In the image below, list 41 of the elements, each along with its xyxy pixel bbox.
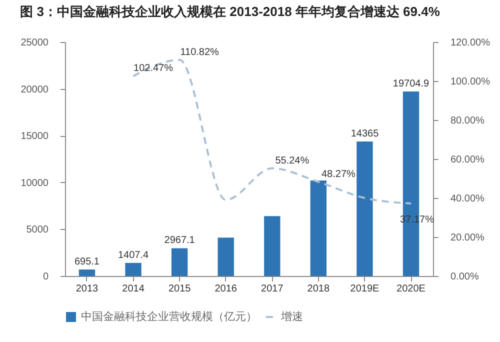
- y2-tick-label: 20.00%: [450, 232, 485, 244]
- x-tick-label: 2016: [214, 284, 238, 294]
- x-tick-label: 2014: [122, 284, 145, 294]
- legend-label: 中国金融科技企业营收规模（亿元）: [81, 310, 257, 323]
- x-tick-label: 2020E: [396, 284, 426, 294]
- bar: [264, 216, 280, 276]
- data-label: 102.47%: [134, 63, 174, 74]
- data-label: 695.1: [74, 256, 100, 268]
- data-label: 48.27%: [321, 168, 356, 180]
- y-tick-label: 5000: [26, 224, 49, 236]
- bar: [356, 142, 373, 276]
- y2-tick-label: 0.00%: [450, 272, 479, 282]
- bar: [125, 262, 142, 276]
- legend-label: 增速: [280, 310, 303, 323]
- bar: [171, 248, 188, 276]
- data-label: 1407.4: [118, 250, 150, 261]
- data-label: 55.24%: [275, 155, 310, 166]
- y-tick-label: 0: [42, 272, 49, 282]
- chart-title: 图 3：中国金融科技企业收入规模在 2013-2018 年年均复合增速达 69.4%: [20, 4, 440, 19]
- data-label: 110.82%: [180, 46, 220, 58]
- bar: [78, 269, 96, 276]
- x-tick-label: 2015: [168, 284, 192, 294]
- y-tick-label: 15000: [20, 131, 49, 142]
- y2-tick-label: 40.00%: [450, 194, 485, 204]
- y2-tick-label: 60.00%: [450, 154, 485, 166]
- x-tick-label: 2013: [76, 284, 99, 294]
- y2-tick-label: 100.00%: [450, 76, 490, 88]
- bar: [218, 238, 234, 276]
- x-tick-label: 2019E: [350, 284, 380, 294]
- y-tick-label: 10000: [20, 178, 49, 189]
- y-tick-label: 20000: [20, 84, 49, 96]
- data-label: 19704.9: [392, 78, 430, 90]
- y2-tick-label: 80.00%: [450, 116, 485, 126]
- data-label: 2967.1: [164, 235, 196, 246]
- y-tick-label: 25000: [20, 38, 49, 48]
- x-tick-label: 2017: [261, 284, 284, 294]
- y2-tick-label: 120.00%: [450, 38, 490, 48]
- data-label: 14365: [350, 128, 380, 140]
- bar: [310, 180, 327, 276]
- data-label: 37.17%: [400, 214, 434, 226]
- x-tick-label: 2018: [307, 284, 330, 294]
